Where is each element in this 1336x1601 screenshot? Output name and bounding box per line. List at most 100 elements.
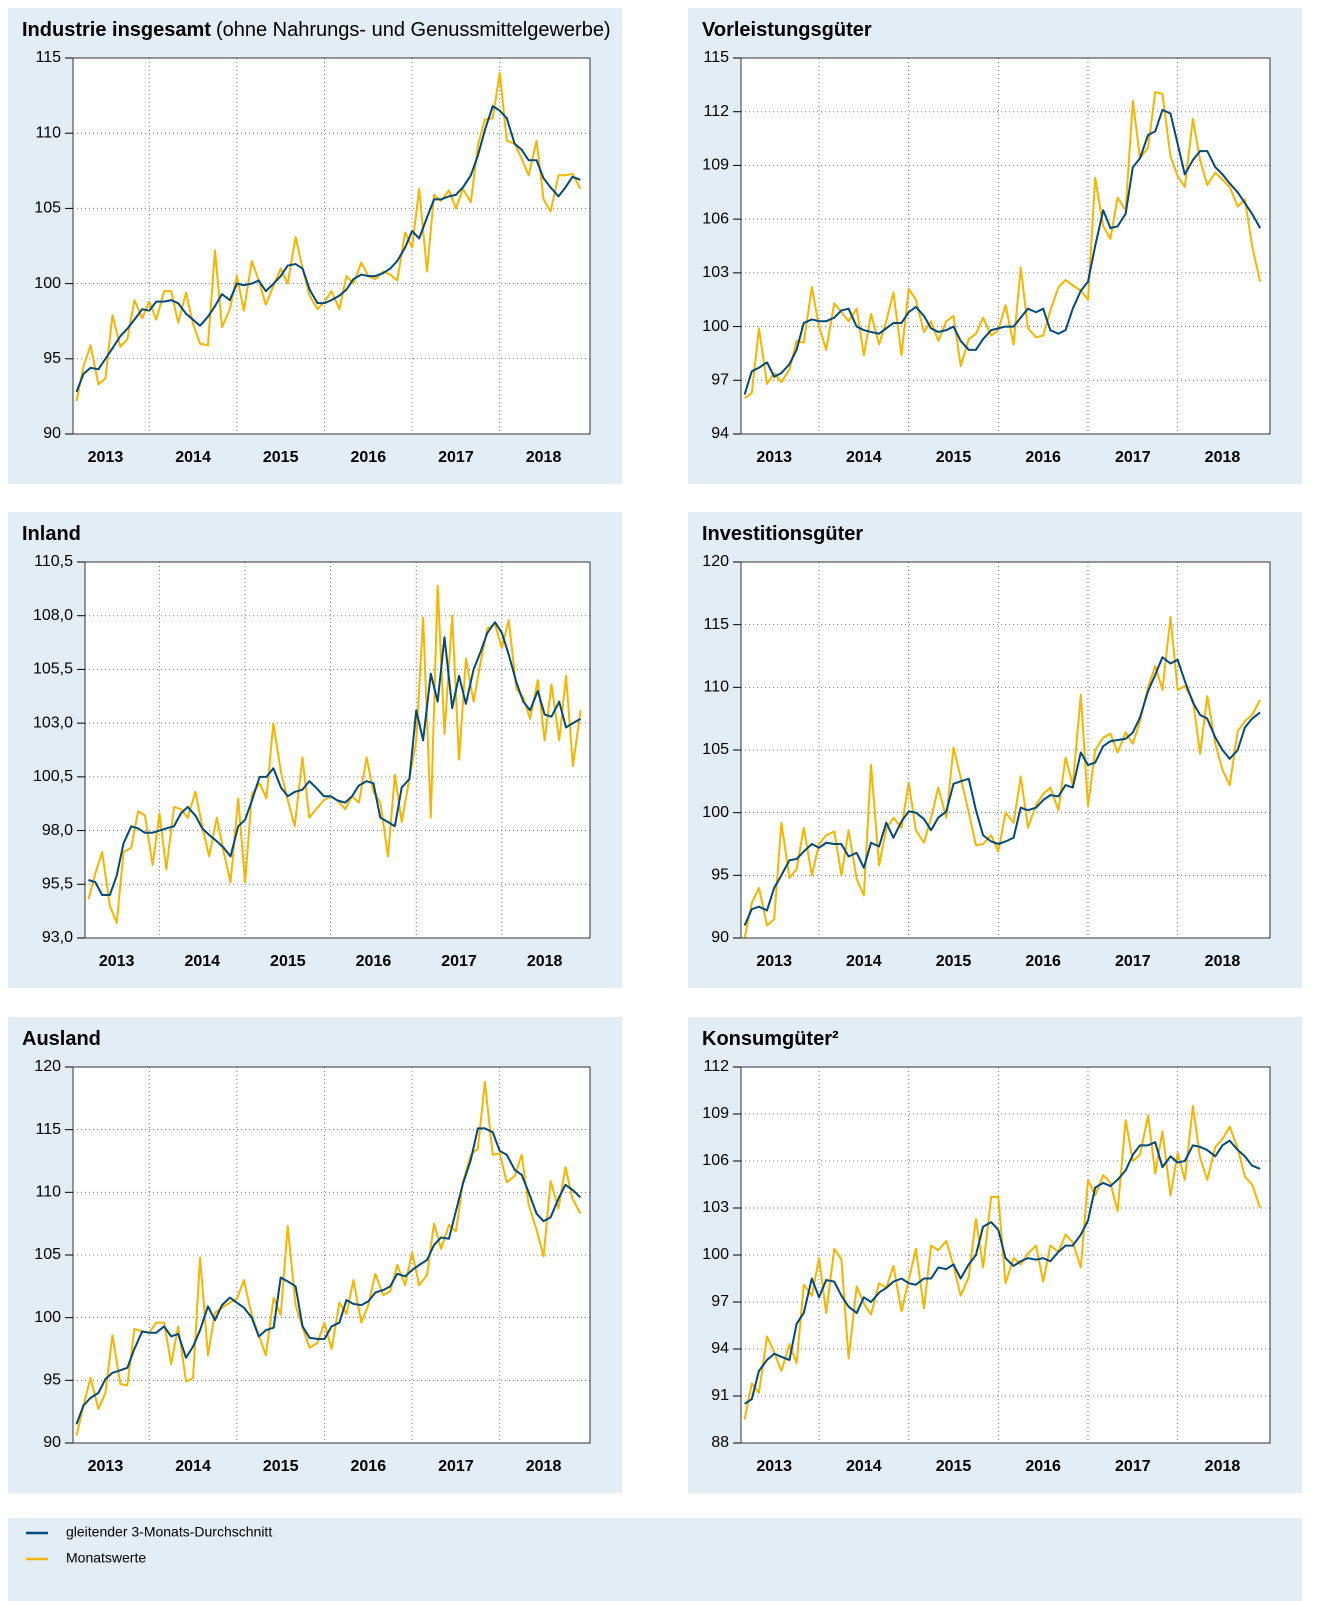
chart-title: Vorleistungsgüter xyxy=(702,19,872,41)
x-tick-label: 2018 xyxy=(526,1458,562,1475)
x-tick-label: 2013 xyxy=(88,449,124,466)
x-tick-label: 2018 xyxy=(1205,1458,1241,1475)
y-tick-label: 115 xyxy=(35,1121,61,1138)
y-tick-label: 94 xyxy=(711,1340,729,1357)
series-line xyxy=(75,72,582,402)
series-line xyxy=(75,1081,582,1436)
plot-area xyxy=(73,1067,590,1443)
x-tick-label: 2018 xyxy=(526,449,562,466)
chart-title: Investitionsgüter xyxy=(702,523,863,545)
chart-title: Konsumgüter² xyxy=(702,1028,839,1050)
y-tick-label: 100,5 xyxy=(33,768,73,785)
legend-box xyxy=(8,1518,1302,1601)
x-tick-label: 2014 xyxy=(846,449,882,466)
series-line xyxy=(743,616,1262,939)
x-tick-label: 2013 xyxy=(756,449,792,466)
series-line xyxy=(75,1127,582,1425)
legend-label: Monatswerte xyxy=(66,1550,146,1566)
y-tick-label: 115 xyxy=(35,49,61,66)
title-main: Inland xyxy=(22,523,81,545)
title-main: Industrie insgesamt xyxy=(22,19,211,41)
series-line xyxy=(75,105,581,393)
chart-title: Ausland xyxy=(22,1028,101,1050)
x-tick-label: 2016 xyxy=(351,1458,387,1475)
x-tick-label: 2017 xyxy=(438,449,474,466)
y-tick-label: 93,0 xyxy=(42,929,73,946)
y-tick-label: 115 xyxy=(703,49,729,66)
y-tick-label: 100 xyxy=(34,275,61,292)
x-tick-label: 2017 xyxy=(1115,449,1151,466)
y-tick-label: 95 xyxy=(43,1372,61,1389)
y-tick-label: 120 xyxy=(34,1058,61,1075)
plot-area xyxy=(73,58,590,434)
y-tick-label: 95 xyxy=(711,867,729,884)
y-tick-label: 100 xyxy=(702,318,729,335)
x-tick-label: 2016 xyxy=(1025,953,1061,970)
series-line xyxy=(88,621,582,897)
y-tick-label: 90 xyxy=(43,1434,61,1451)
x-tick-label: 2017 xyxy=(1115,953,1151,970)
x-tick-label: 2013 xyxy=(756,953,792,970)
x-tick-label: 2014 xyxy=(846,1458,882,1475)
y-tick-label: 110 xyxy=(35,1184,61,1201)
plot-area xyxy=(741,58,1270,434)
x-tick-label: 2018 xyxy=(527,953,563,970)
y-tick-label: 97 xyxy=(711,372,729,389)
y-tick-label: 100 xyxy=(702,804,729,821)
x-tick-label: 2014 xyxy=(184,953,220,970)
y-tick-label: 109 xyxy=(702,1105,729,1122)
x-tick-label: 2014 xyxy=(175,1458,211,1475)
x-tick-label: 2015 xyxy=(270,953,306,970)
y-tick-label: 110 xyxy=(35,124,61,141)
legend-label: gleitender 3-Monats-Durchschnitt xyxy=(66,1524,272,1540)
plot-area xyxy=(85,562,590,938)
y-tick-label: 100 xyxy=(34,1309,61,1326)
x-tick-label: 2018 xyxy=(1205,953,1241,970)
y-tick-label: 105 xyxy=(702,741,729,758)
y-tick-label: 108,0 xyxy=(33,607,73,624)
y-tick-label: 106 xyxy=(702,210,729,227)
plot-frame xyxy=(740,1066,1271,1444)
y-tick-label: 110 xyxy=(703,679,729,696)
x-tick-label: 2013 xyxy=(99,953,135,970)
y-tick-label: 95,5 xyxy=(42,876,73,893)
x-tick-label: 2014 xyxy=(846,953,882,970)
x-tick-label: 2015 xyxy=(936,449,972,466)
y-tick-label: 97 xyxy=(711,1293,729,1310)
x-tick-label: 2016 xyxy=(351,449,387,466)
x-tick-label: 2015 xyxy=(263,449,299,466)
plot-frame xyxy=(740,57,1271,435)
series-line xyxy=(743,656,1261,926)
x-tick-label: 2017 xyxy=(1115,1458,1151,1475)
y-tick-label: 90 xyxy=(711,929,729,946)
series-line xyxy=(744,1139,1261,1405)
title-sub: (ohne Nahrungs- und Genussmittelgewerbe) xyxy=(216,19,611,41)
y-tick-label: 105,5 xyxy=(33,661,73,678)
plot-frame xyxy=(72,57,591,435)
y-tick-label: 106 xyxy=(702,1152,729,1169)
y-tick-label: 105 xyxy=(34,200,61,217)
x-tick-label: 2014 xyxy=(175,449,211,466)
x-tick-label: 2016 xyxy=(1025,449,1061,466)
y-tick-label: 112 xyxy=(703,1058,729,1075)
title-main: Investitionsgüter xyxy=(702,523,863,545)
y-tick-label: 109 xyxy=(702,157,729,174)
y-tick-label: 110,5 xyxy=(34,553,73,570)
title-main: Ausland xyxy=(22,1028,101,1050)
series-line xyxy=(743,91,1262,399)
y-tick-label: 88 xyxy=(711,1434,729,1451)
title-main: Vorleistungsgüter xyxy=(702,19,872,41)
chart-title: Inland xyxy=(22,523,81,545)
y-tick-label: 98,0 xyxy=(42,822,73,839)
y-tick-label: 91 xyxy=(711,1387,729,1404)
series-line xyxy=(743,108,1262,395)
plot-frame xyxy=(740,561,1271,939)
y-tick-label: 105 xyxy=(34,1246,61,1263)
y-tick-label: 103 xyxy=(702,1199,729,1216)
x-tick-label: 2016 xyxy=(356,953,392,970)
title-main: Konsumgüter² xyxy=(702,1028,839,1050)
x-tick-label: 2013 xyxy=(756,1458,792,1475)
x-tick-label: 2017 xyxy=(441,953,477,970)
x-tick-label: 2015 xyxy=(936,1458,972,1475)
